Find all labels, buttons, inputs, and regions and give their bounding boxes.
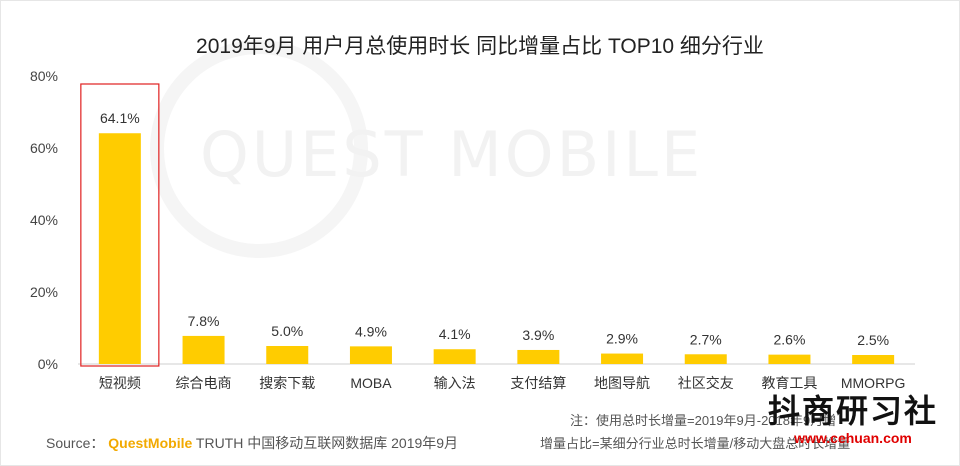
data-label: 5.0% <box>271 323 303 339</box>
data-label: 2.6% <box>773 332 805 348</box>
bar <box>684 354 727 364</box>
bar <box>852 355 895 364</box>
y-tick-label: 40% <box>30 212 58 228</box>
data-label: 2.5% <box>857 332 889 348</box>
x-tick-label: 输入法 <box>434 375 476 391</box>
highlight-box <box>80 83 160 367</box>
data-label: 2.9% <box>606 331 638 347</box>
data-label: 3.9% <box>522 327 554 343</box>
x-tick-label: 短视频 <box>99 375 141 391</box>
y-tick-label: 0% <box>38 356 58 372</box>
x-tick-label: 教育工具 <box>761 375 817 391</box>
data-label: 4.9% <box>355 323 387 339</box>
data-label: 7.8% <box>188 313 220 329</box>
bar <box>517 349 560 364</box>
bar <box>768 354 811 364</box>
note-line-1: 注：使用总时长增量=2019年9月-2018年9月增 <box>570 413 837 428</box>
source-brand: QuestMobile <box>108 435 193 451</box>
bar <box>182 335 225 364</box>
data-label: 4.1% <box>439 326 471 342</box>
bar <box>433 349 476 364</box>
data-label: 2.7% <box>690 331 722 347</box>
bar <box>349 346 392 364</box>
y-tick-label: 20% <box>30 284 58 300</box>
x-tick-label: 支付结算 <box>510 375 566 391</box>
corner-brand-name: 抖商研习社 <box>767 392 938 430</box>
data-label: 64.1% <box>100 110 140 126</box>
corner-brand-url: www.cehuan.com <box>794 430 912 446</box>
x-tick-label: 搜索下载 <box>259 375 315 391</box>
x-tick-label: MOBA <box>350 375 392 391</box>
x-tick-label: 地图导航 <box>594 375 650 391</box>
source-text: TRUTH 中国移动互联网数据库 2019年9月 <box>195 435 459 451</box>
x-tick-label: 综合电商 <box>176 375 232 391</box>
x-tick-label: 社区交友 <box>678 375 734 391</box>
y-tick-label: 80% <box>30 68 58 84</box>
corner-brand: 抖商研习社 www.cehuan.com <box>768 386 938 446</box>
x-tick-label: MMORPG <box>841 375 906 391</box>
bar <box>601 353 644 364</box>
note-line-2: 增量占比=某细分行业总时长增量/移动大盘总时长增量 <box>540 436 851 451</box>
bar <box>266 346 309 364</box>
source-line: Source： QuestMobile TRUTH 中国移动互联网数据库 201… <box>46 433 458 453</box>
chart-title: 2019年9月 用户月总使用时长 同比增量占比 TOP10 细分行业 <box>196 35 764 58</box>
watermark-text: QUEST MOBILE <box>200 118 704 191</box>
y-tick-label: 60% <box>30 140 58 156</box>
source-label: Source： <box>46 435 105 451</box>
bar <box>98 133 141 364</box>
